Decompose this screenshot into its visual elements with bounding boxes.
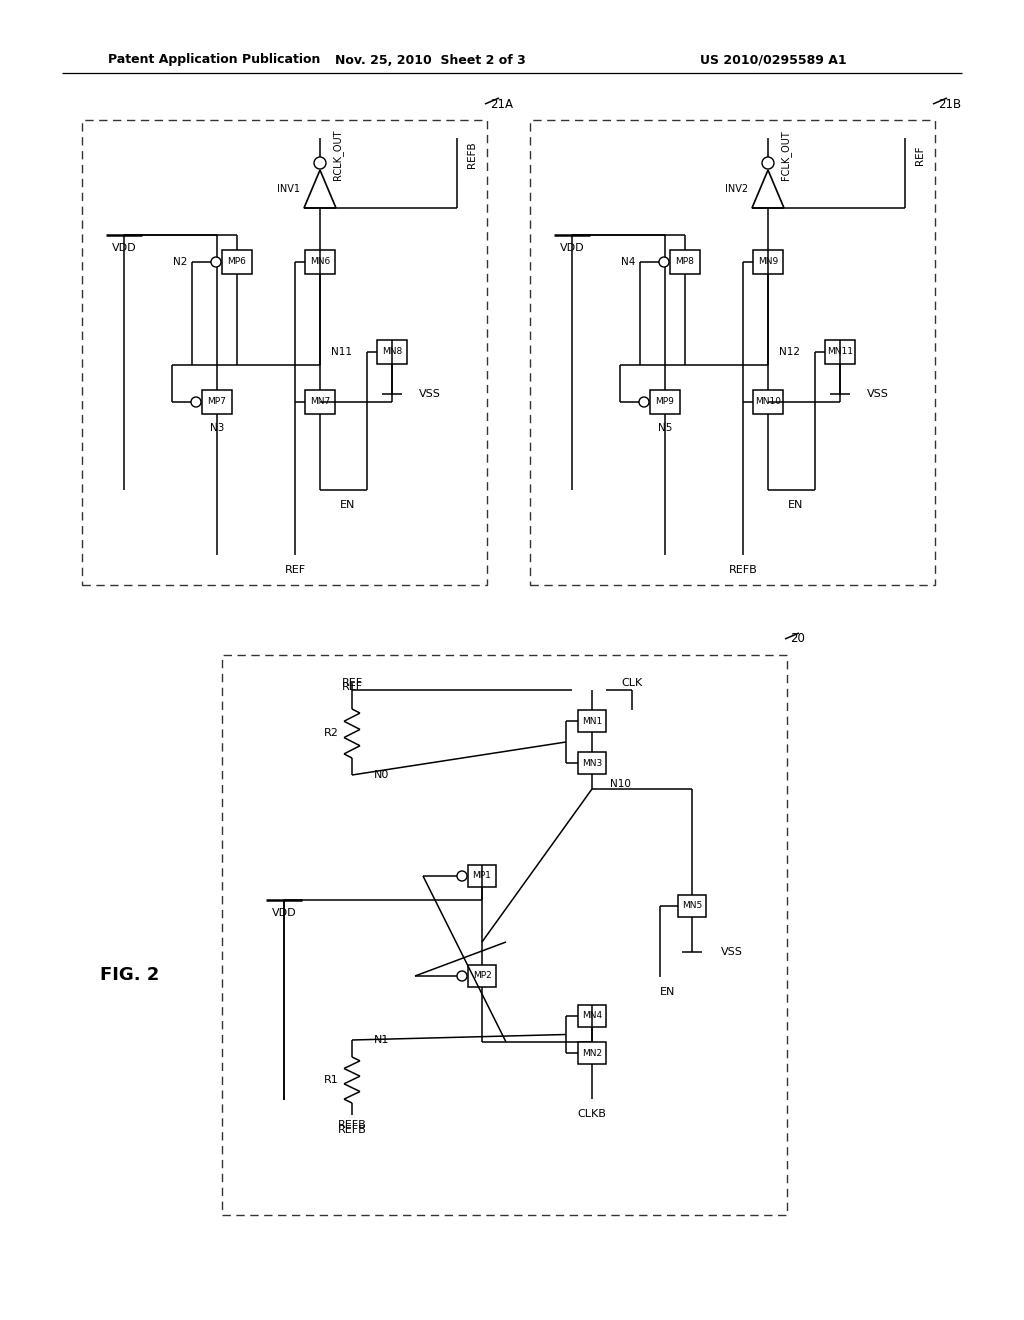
Text: EN: EN (660, 987, 676, 997)
Text: MN8: MN8 (382, 347, 402, 356)
Text: N0: N0 (374, 770, 389, 780)
Bar (222, 249, 252, 275)
Text: N4: N4 (621, 257, 635, 267)
Text: RCLK_OUT: RCLK_OUT (332, 129, 343, 181)
Text: MP8: MP8 (676, 257, 694, 267)
Text: VSS: VSS (419, 389, 441, 399)
Text: MP2: MP2 (473, 972, 492, 981)
Polygon shape (304, 170, 336, 209)
Bar (753, 249, 783, 275)
Bar (578, 1041, 606, 1064)
Text: MN7: MN7 (310, 397, 330, 407)
Circle shape (314, 157, 326, 169)
Text: FIG. 2: FIG. 2 (100, 966, 160, 983)
Text: 20: 20 (790, 632, 805, 645)
Text: MN10: MN10 (755, 397, 781, 407)
Text: MN5: MN5 (682, 902, 702, 911)
Text: REF: REF (341, 678, 362, 688)
Text: VDD: VDD (271, 908, 296, 917)
Text: REF: REF (341, 682, 362, 692)
Text: MN6: MN6 (310, 257, 330, 267)
Text: FCLK_OUT: FCLK_OUT (780, 131, 791, 180)
Text: REFB: REFB (467, 141, 477, 169)
Text: MN4: MN4 (582, 1011, 602, 1020)
Text: 21B: 21B (938, 98, 962, 111)
Bar (202, 389, 232, 414)
Text: N12: N12 (779, 347, 800, 356)
Bar (468, 865, 496, 887)
Text: MN1: MN1 (582, 717, 602, 726)
Text: REF: REF (285, 565, 305, 576)
Text: CLK: CLK (622, 678, 643, 688)
Text: MP6: MP6 (227, 257, 247, 267)
Text: R1: R1 (325, 1074, 339, 1085)
Text: Nov. 25, 2010  Sheet 2 of 3: Nov. 25, 2010 Sheet 2 of 3 (335, 54, 525, 66)
Bar (753, 389, 783, 414)
Circle shape (659, 257, 669, 267)
Text: VDD: VDD (560, 243, 585, 253)
Bar (670, 249, 700, 275)
Bar (305, 249, 335, 275)
Text: REFB: REFB (338, 1119, 367, 1130)
Bar (578, 1005, 606, 1027)
Text: VSS: VSS (721, 946, 742, 957)
Text: N2: N2 (173, 257, 187, 267)
Text: MN9: MN9 (758, 257, 778, 267)
Bar (650, 389, 680, 414)
Text: MN11: MN11 (827, 347, 853, 356)
Text: CLKB: CLKB (578, 1109, 606, 1119)
Text: REFB: REFB (338, 1125, 367, 1135)
Text: US 2010/0295589 A1: US 2010/0295589 A1 (700, 54, 847, 66)
Text: VSS: VSS (867, 389, 889, 399)
Bar (82, 120, 487, 585)
Text: MN3: MN3 (582, 759, 602, 767)
Text: N1: N1 (374, 1035, 389, 1045)
Text: N3: N3 (210, 422, 224, 433)
Text: R2: R2 (325, 729, 339, 738)
Text: INV1: INV1 (278, 183, 300, 194)
Text: EN: EN (788, 500, 804, 510)
Bar (678, 895, 706, 917)
Circle shape (211, 257, 221, 267)
Text: MP7: MP7 (208, 397, 226, 407)
Bar (222, 655, 787, 1214)
Text: REFB: REFB (729, 565, 758, 576)
Bar (377, 341, 407, 364)
Circle shape (457, 871, 467, 880)
Text: N11: N11 (331, 347, 352, 356)
Bar (305, 389, 335, 414)
Text: INV2: INV2 (725, 183, 748, 194)
Circle shape (762, 157, 774, 169)
Bar (825, 341, 855, 364)
Text: VDD: VDD (112, 243, 136, 253)
Bar (578, 710, 606, 733)
Bar (578, 752, 606, 774)
Text: MN2: MN2 (582, 1048, 602, 1057)
Bar (530, 120, 935, 585)
Bar (468, 965, 496, 987)
Text: REF: REF (915, 145, 925, 165)
Text: EN: EN (340, 500, 355, 510)
Text: Patent Application Publication: Patent Application Publication (108, 54, 321, 66)
Circle shape (191, 397, 201, 407)
Text: MP9: MP9 (655, 397, 675, 407)
Circle shape (639, 397, 649, 407)
Text: 21A: 21A (490, 98, 513, 111)
Text: MP1: MP1 (472, 871, 492, 880)
Text: N10: N10 (610, 779, 631, 789)
Text: N5: N5 (657, 422, 672, 433)
Polygon shape (752, 170, 784, 209)
Circle shape (457, 972, 467, 981)
